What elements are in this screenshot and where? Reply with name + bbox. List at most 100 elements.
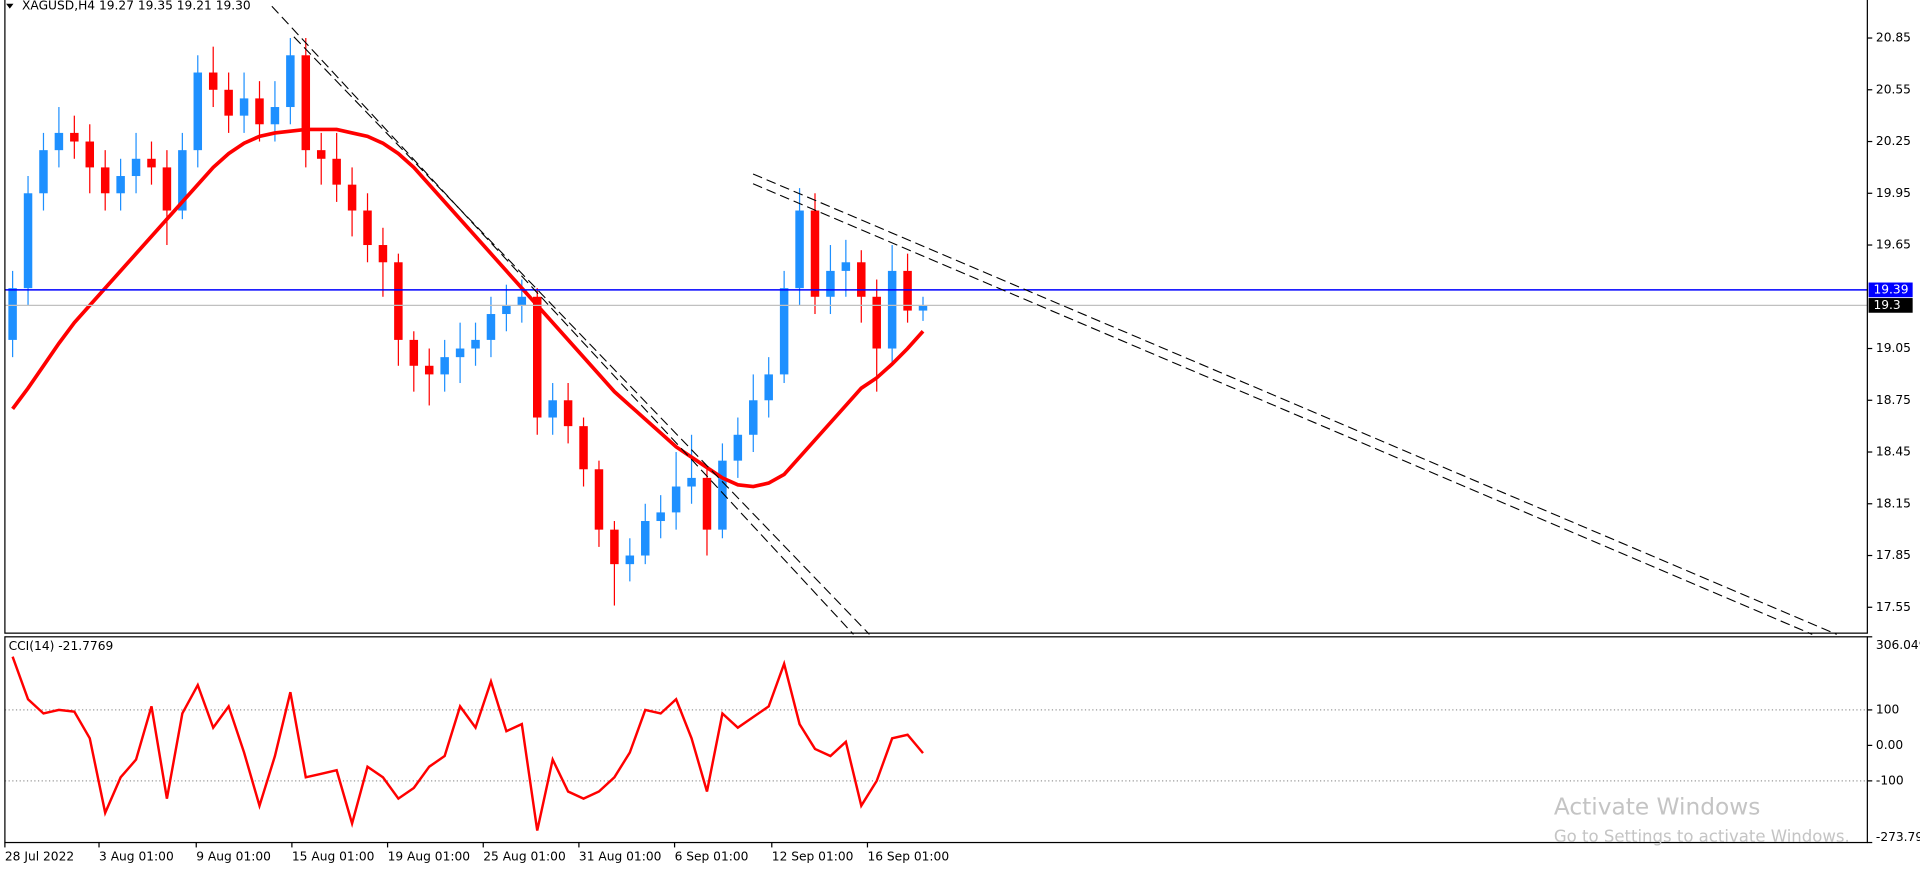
x-tick-label: 9 Aug 01:00 — [196, 850, 271, 864]
candle-body — [579, 426, 588, 470]
candle-body — [594, 469, 604, 530]
candle-body — [193, 72, 203, 151]
y-tick-label: 19.95 — [1876, 186, 1911, 200]
y-tick-label: 17.55 — [1876, 600, 1911, 614]
cci-frame — [4, 636, 1868, 844]
x-tick-label: 25 Aug 01:00 — [483, 850, 566, 864]
candle-body — [162, 167, 172, 211]
candle-body — [116, 176, 125, 194]
candle-body — [394, 262, 403, 340]
y-tick-label: 17.85 — [1876, 548, 1911, 562]
y-tick-label: 20.55 — [1876, 82, 1911, 96]
candle-body — [872, 296, 881, 349]
candle-body — [795, 210, 804, 289]
candle-body — [749, 400, 758, 435]
candle-body — [887, 270, 897, 349]
candle-body — [533, 296, 542, 418]
candle-body — [687, 477, 696, 487]
candle-body — [610, 529, 619, 565]
candle-body — [131, 158, 141, 177]
watermark-subtitle: Go to Settings to activate Windows. — [1554, 827, 1850, 846]
candle-body — [255, 98, 264, 125]
candle-body — [316, 150, 326, 159]
candle-body — [656, 512, 665, 522]
price-panel: 20.85 20.55 20.25 19.95 19.65 19.05 18.75 18.45… — [4, 31, 1920, 864]
candle-body — [39, 150, 48, 194]
chart-title: XAGUSD,H4 19.27 19.35 19.21 19.30 — [22, 0, 251, 13]
candle-body — [286, 55, 295, 108]
candle-body — [841, 262, 851, 271]
candle-body — [224, 89, 233, 116]
x-tick-label: 15 Aug 01:00 — [292, 850, 375, 864]
trend-line — [293, 36, 870, 635]
y-tick-label: 18.75 — [1876, 393, 1911, 407]
price-label: 19.3 — [1873, 298, 1900, 312]
candle-body — [826, 270, 835, 297]
y-tick-label: 0.00 — [1876, 738, 1903, 752]
x-tick-label: 6 Sep 01:00 — [675, 850, 749, 864]
trend-line — [752, 173, 1837, 635]
candle-body — [424, 365, 434, 375]
candle-body — [23, 193, 33, 289]
candle-body — [178, 150, 187, 211]
price-frame — [4, 0, 1868, 634]
candle-body — [563, 400, 573, 427]
candle-body — [239, 98, 249, 116]
x-tick-label: 16 Sep 01:00 — [867, 850, 949, 864]
x-tick-label: 31 Aug 01:00 — [579, 850, 662, 864]
candle-body — [471, 339, 480, 349]
trend-line — [271, 5, 854, 635]
price-label-box — [1868, 282, 1913, 298]
y-tick-label: 18.15 — [1876, 496, 1911, 510]
candle-body — [455, 348, 465, 358]
candle-body — [378, 245, 388, 263]
candle-body — [85, 141, 95, 168]
indicator-title: CCI(14) -21.7769 — [9, 639, 114, 653]
price-label: 19.39 — [1873, 282, 1908, 296]
x-tick-label: 3 Aug 01:00 — [99, 850, 174, 864]
candle-body — [764, 374, 773, 401]
y-tick-label: 19.05 — [1876, 341, 1911, 355]
menu-arrow[interactable] — [6, 3, 14, 9]
candle-body — [332, 158, 341, 185]
candle-body — [8, 288, 17, 340]
trend-line — [752, 183, 1813, 635]
candle-body — [918, 305, 928, 311]
candle-body — [486, 314, 496, 340]
candle-body — [548, 400, 557, 418]
candle-body — [671, 486, 681, 513]
candle-body — [857, 262, 866, 297]
candle-body — [779, 288, 789, 375]
candle-body — [733, 434, 743, 461]
candle-body — [702, 477, 712, 530]
y-tick-label: -100 — [1876, 773, 1904, 787]
y-tick-label: 306.049 — [1876, 638, 1920, 652]
price-label-box — [1868, 298, 1913, 313]
candle-body — [347, 184, 357, 211]
watermark-title: Activate Windows — [1554, 794, 1760, 821]
x-tick-label: 12 Sep 01:00 — [772, 850, 854, 864]
y-tick-label: 19.65 — [1876, 238, 1911, 252]
candle-body — [100, 167, 110, 194]
candle-body — [903, 270, 912, 311]
candle-body — [641, 521, 650, 556]
y-tick-label: 18.45 — [1876, 445, 1911, 459]
candle-body — [440, 357, 449, 375]
candle-body — [502, 305, 511, 315]
candle-body — [517, 296, 527, 306]
moving-average — [11, 127, 925, 489]
candle-body — [208, 72, 218, 90]
candle-body — [363, 210, 372, 246]
y-tick-label: -273.796 — [1876, 830, 1920, 844]
candle-body — [147, 158, 156, 168]
candle-body — [409, 339, 419, 366]
cci-line — [11, 656, 924, 831]
y-tick-label: 20.25 — [1876, 134, 1911, 148]
candle-body — [70, 132, 79, 142]
x-tick-label: 19 Aug 01:00 — [388, 850, 471, 864]
candle-body — [718, 460, 727, 530]
candle-body — [810, 210, 820, 297]
candle-body — [54, 132, 64, 151]
